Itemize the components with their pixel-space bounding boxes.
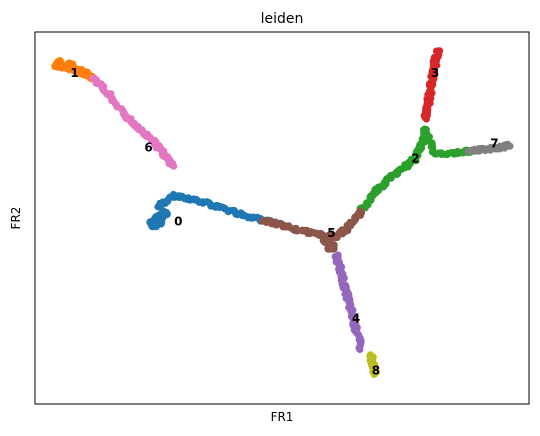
cluster-label-8: 8: [372, 364, 380, 378]
cluster-label-7: 7: [490, 137, 498, 151]
cluster-labels: 0 1 2 3 4 5 6 7 8: [70, 66, 498, 378]
x-axis-label: FR1: [271, 410, 294, 424]
data-point: [324, 244, 333, 253]
chart-title: leiden: [261, 11, 304, 27]
cluster-5-points: [258, 207, 366, 253]
plot-frame: [34, 31, 530, 405]
cluster-8-points: [366, 351, 380, 378]
data-point: [55, 59, 64, 68]
data-point: [168, 161, 176, 169]
data-point: [356, 207, 364, 215]
cluster-label-1: 1: [70, 66, 78, 80]
cluster-label-2: 2: [411, 152, 419, 166]
data-point: [504, 140, 512, 148]
cluster-label-3: 3: [431, 66, 439, 80]
cluster-4-points: [331, 251, 365, 354]
cluster-3-points: [420, 47, 444, 123]
cluster-7-points: [464, 140, 514, 155]
data-point: [64, 62, 74, 72]
data-points: [51, 47, 514, 378]
data-point: [72, 66, 81, 76]
cluster-6-points: [89, 74, 178, 170]
cluster-label-0: 0: [174, 215, 182, 229]
cluster-1-points: [51, 57, 98, 83]
data-point: [151, 221, 161, 231]
data-point: [371, 369, 379, 377]
cluster-label-4: 4: [352, 311, 360, 325]
cluster-label-5: 5: [327, 226, 335, 240]
cluster-2-points: [356, 125, 475, 214]
y-axis-label: FR2: [9, 207, 23, 230]
data-point: [436, 47, 444, 55]
cluster-label-6: 6: [144, 140, 152, 154]
data-point: [356, 345, 364, 354]
